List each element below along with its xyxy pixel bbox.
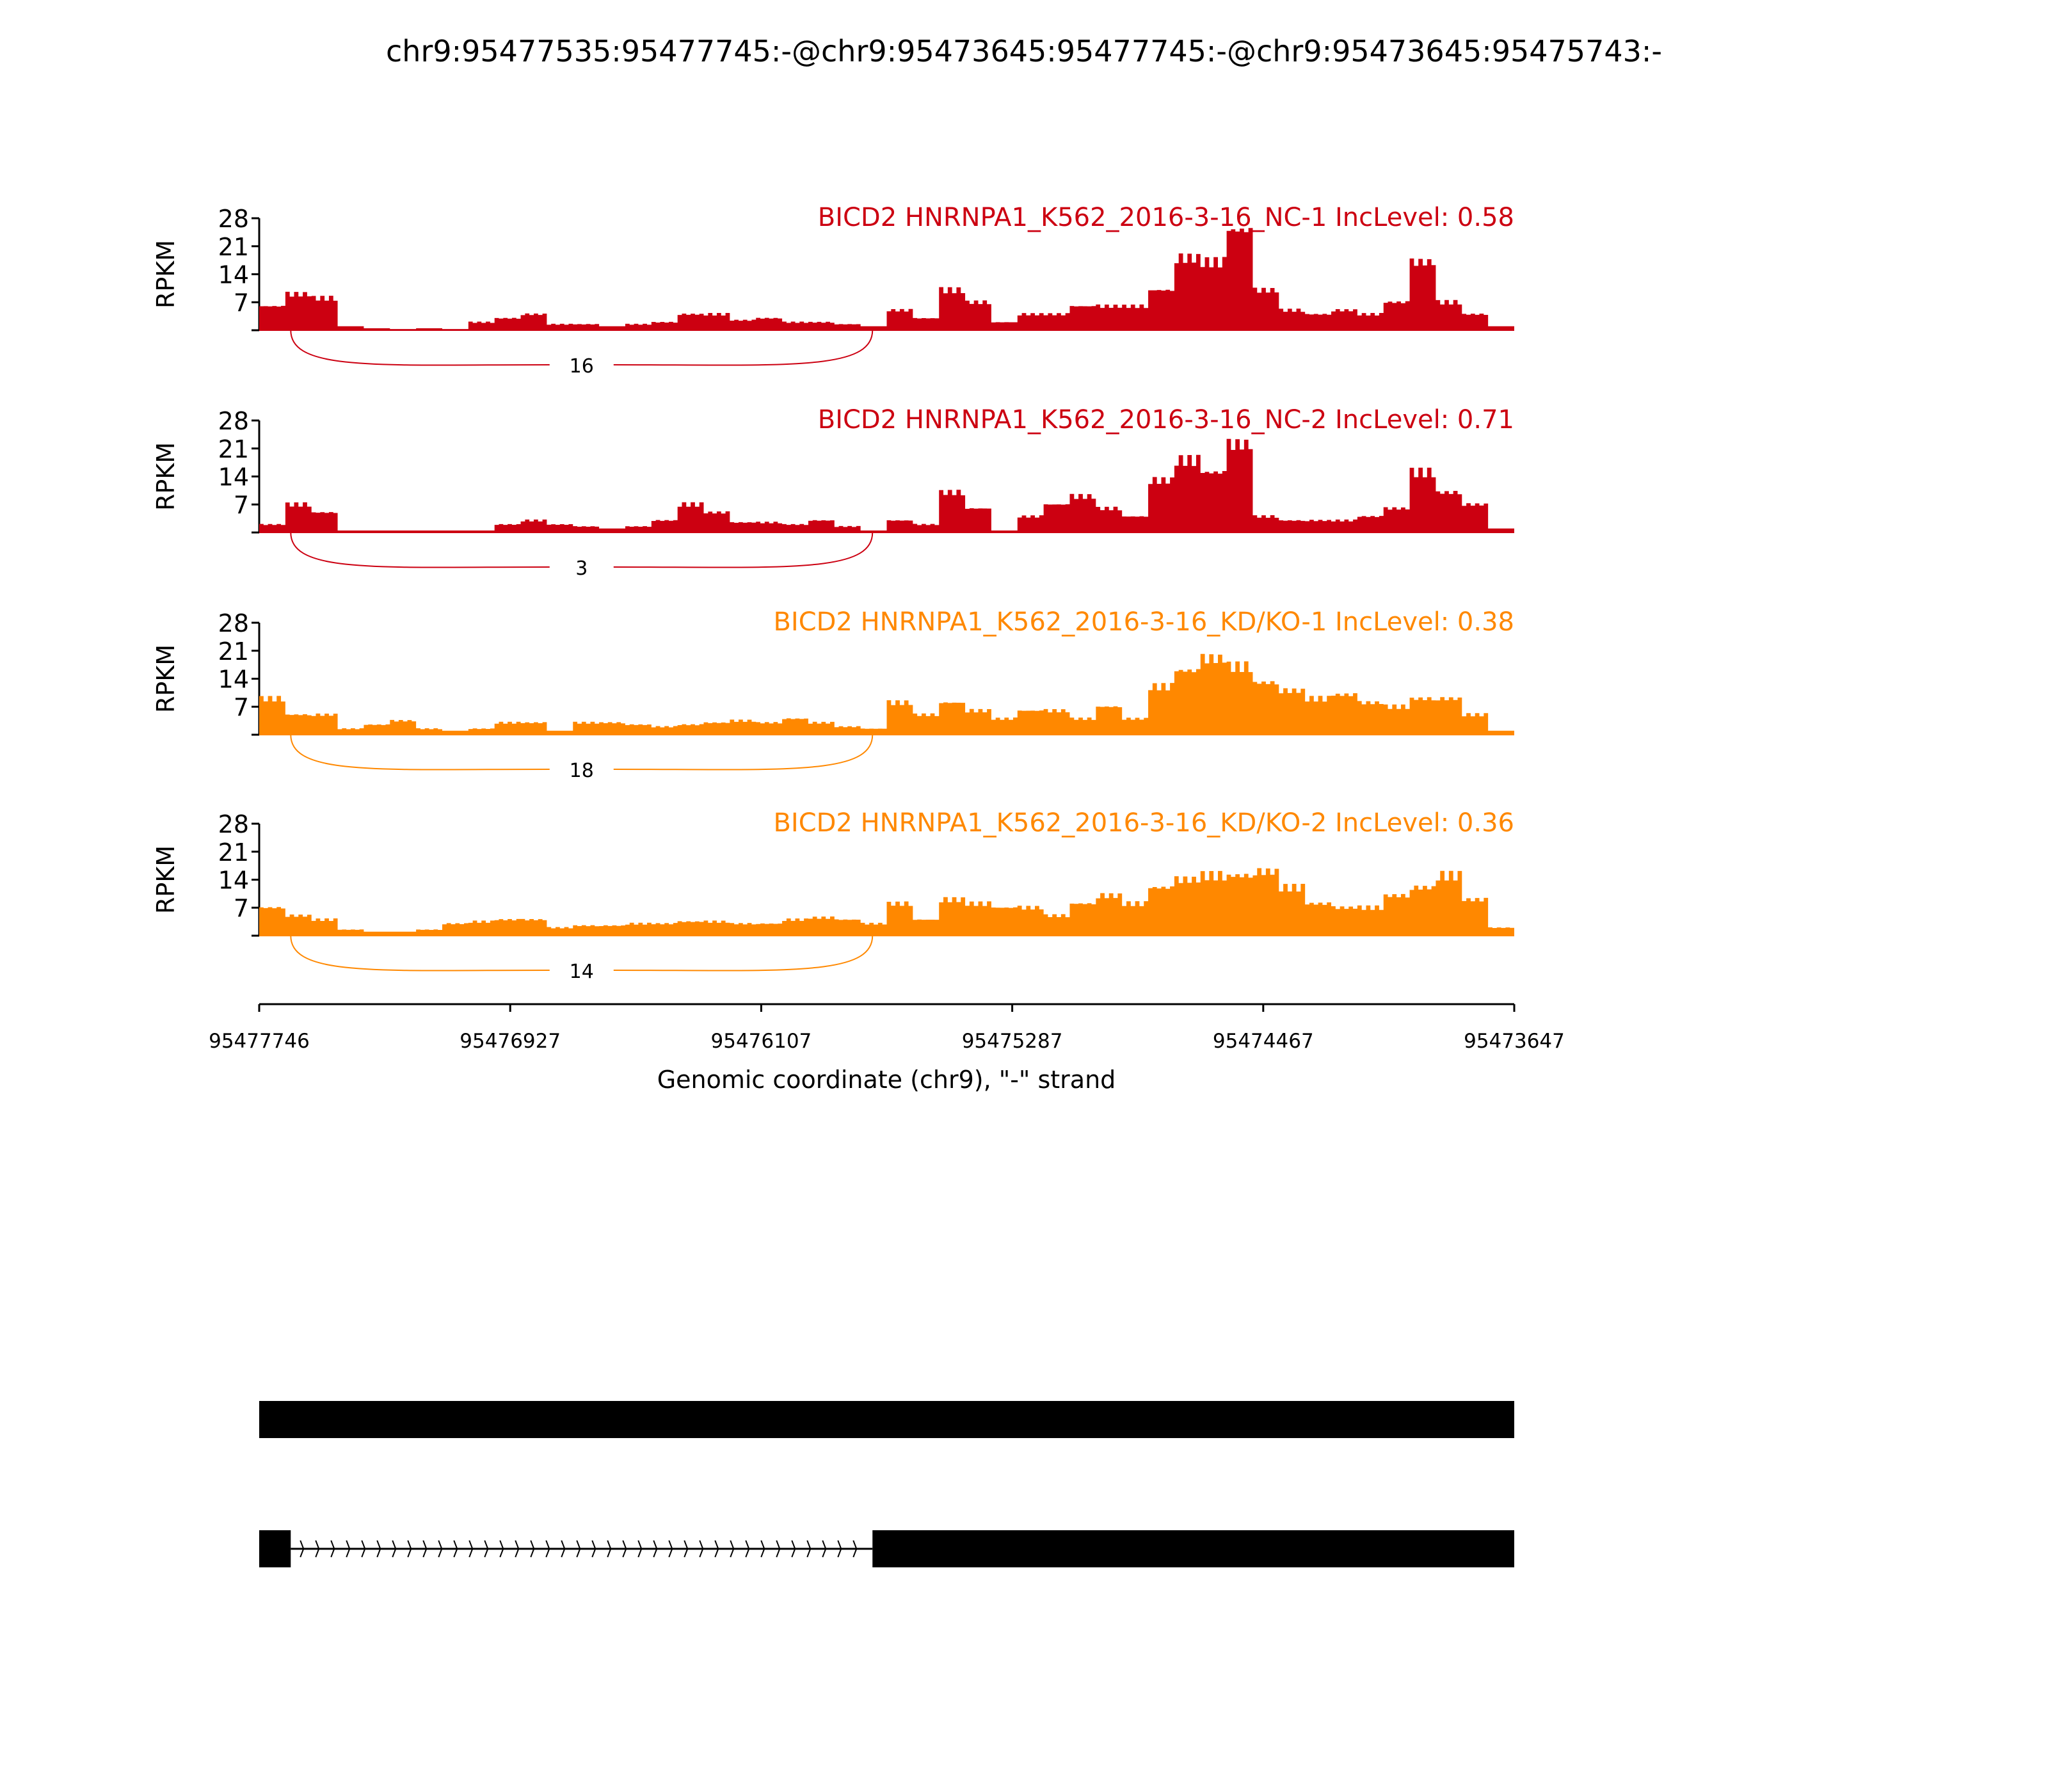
x-tick-label: 95473647 <box>1464 1030 1565 1053</box>
y-tick-label: 28 <box>218 205 249 233</box>
strand-arrow-icon <box>637 1540 643 1558</box>
gene-model-1 <box>259 1401 1514 1438</box>
junction-count: 3 <box>575 557 588 580</box>
strand-arrow-icon <box>468 1540 474 1558</box>
y-tick-label: 21 <box>218 233 249 261</box>
y-tick-label: 21 <box>218 838 249 867</box>
junction-count: 18 <box>570 760 594 782</box>
y-tick-label: 7 <box>234 894 249 922</box>
strand-arrow-icon <box>791 1540 796 1558</box>
strand-arrow-icon <box>806 1540 812 1558</box>
coverage-area <box>259 653 1514 735</box>
junction-count: 14 <box>570 961 594 983</box>
strand-arrow-icon <box>346 1540 351 1558</box>
strand-arrow-icon <box>545 1540 550 1558</box>
junction-arc <box>290 532 550 568</box>
strand-arrow-icon <box>453 1540 458 1558</box>
strand-arrow-icon <box>576 1540 581 1558</box>
strand-arrow-icon <box>515 1540 520 1558</box>
x-axis: 95477746 95476927 95476107 95475287 95474467… <box>209 1003 1565 1053</box>
strand-arrow-icon <box>730 1540 735 1558</box>
strand-arrow-icon <box>484 1540 489 1558</box>
junction-arc <box>613 330 874 366</box>
strand-arrow-icon <box>822 1540 827 1558</box>
track-label: BICD2 HNRNPA1_K562_2016-3-16_KD/KO-2 Inc… <box>773 808 1514 838</box>
junction-count: 16 <box>570 355 594 378</box>
strand-arrow-icon <box>315 1540 320 1558</box>
junction-arc <box>613 532 874 568</box>
strand-arrow-icon <box>852 1540 858 1558</box>
strand-arrow-icon <box>653 1540 658 1558</box>
coverage-area <box>259 228 1514 330</box>
gene-model-2 <box>259 1530 1514 1567</box>
strand-arrow-icon <box>714 1540 719 1558</box>
junction-arc <box>290 330 550 366</box>
x-tick-label: 95476107 <box>711 1030 812 1053</box>
x-tick-label: 95477746 <box>209 1030 310 1053</box>
chart-title: chr9:95477535:95477745:-@chr9:95473645:9… <box>386 34 1662 68</box>
y-tick-label: 14 <box>218 463 249 492</box>
x-axis-label: Genomic coordinate (chr9), "-" strand <box>657 1066 1116 1094</box>
strand-arrow-icon <box>776 1540 781 1558</box>
y-tick-label: 14 <box>218 261 249 289</box>
track-label: BICD2 HNRNPA1_K562_2016-3-16_NC-2 IncLev… <box>818 405 1514 435</box>
strand-arrow-icon <box>760 1540 765 1558</box>
strand-arrow-icon <box>361 1540 366 1558</box>
strand-arrow-icon <box>837 1540 842 1558</box>
y-tick-label: 28 <box>218 810 249 838</box>
coverage-area <box>259 868 1514 936</box>
strand-arrow-icon <box>622 1540 627 1558</box>
strand-arrow-icon <box>699 1540 704 1558</box>
y-tick-label: 28 <box>218 609 249 637</box>
strand-arrow-icon <box>376 1540 381 1558</box>
gene-models <box>259 1401 1514 1567</box>
strand-arrow-icon <box>499 1540 504 1558</box>
strand-arrow-icon <box>561 1540 566 1558</box>
strand-arrow-icon <box>407 1540 412 1558</box>
x-tick-label: 95475287 <box>962 1030 1063 1053</box>
strand-arrow-icon <box>591 1540 596 1558</box>
track-label: BICD2 HNRNPA1_K562_2016-3-16_NC-1 IncLev… <box>818 203 1514 232</box>
junction-arc <box>613 935 874 972</box>
y-tick-label: 21 <box>218 637 249 666</box>
y-axis-label: RPKM <box>152 240 180 308</box>
y-tick-label: 7 <box>234 693 249 721</box>
strand-arrow-icon <box>438 1540 443 1558</box>
exon <box>259 1530 291 1567</box>
strand-arrow-icon <box>530 1540 535 1558</box>
y-axis-label: RPKM <box>152 845 180 914</box>
exon <box>872 1530 1514 1567</box>
junction-arc <box>290 935 550 972</box>
strand-arrow-icon <box>607 1540 612 1558</box>
junction-arc <box>613 734 874 771</box>
y-tick-label: 14 <box>218 867 249 895</box>
y-tick-label: 21 <box>218 435 249 463</box>
coverage-area <box>259 438 1514 532</box>
junction-arc <box>290 734 550 771</box>
strand-arrow-icon <box>300 1540 305 1558</box>
strand-arrow-icon <box>392 1540 397 1558</box>
y-tick-label: 14 <box>218 666 249 694</box>
strand-arrow-icon <box>668 1540 673 1558</box>
track-label: BICD2 HNRNPA1_K562_2016-3-16_KD/KO-1 Inc… <box>773 607 1514 637</box>
y-tick-label: 7 <box>234 491 249 519</box>
strand-arrow-icon <box>330 1540 335 1558</box>
strand-arrow-icon <box>422 1540 428 1558</box>
strand-arrow-icon <box>745 1540 750 1558</box>
y-axis-label: RPKM <box>152 442 180 511</box>
exon <box>259 1401 1514 1438</box>
y-axis-label: RPKM <box>152 644 180 713</box>
y-tick-label: 28 <box>218 407 249 435</box>
y-tick-label: 7 <box>234 289 249 317</box>
x-tick-label: 95476927 <box>460 1030 561 1053</box>
x-tick-label: 95474467 <box>1213 1030 1314 1053</box>
strand-arrow-icon <box>684 1540 689 1558</box>
